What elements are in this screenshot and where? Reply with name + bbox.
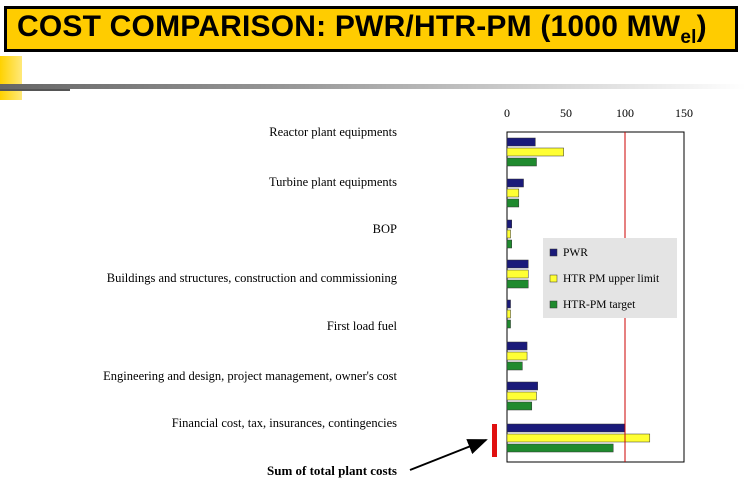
category-label: Turbine plant equipments <box>268 175 397 189</box>
bar-htr-pm-target <box>506 361 523 371</box>
bar-htr-pm-target <box>506 443 614 453</box>
arrow-to-sum <box>409 439 488 471</box>
bar-htr-pm-target <box>506 401 533 411</box>
bar-pwr <box>506 219 512 229</box>
category-label: BOP <box>372 222 397 236</box>
bar-htr-pm-upper-limit <box>506 433 651 443</box>
bar-pwr <box>506 259 529 269</box>
sum-marker <box>492 424 497 457</box>
bar-htr-pm-upper-limit <box>506 147 564 157</box>
bar-htr-pm-upper-limit <box>506 351 528 361</box>
x-tick-label: 50 <box>560 106 572 120</box>
bar-pwr <box>506 381 538 391</box>
bar-htr-pm-upper-limit <box>506 229 511 239</box>
bar-htr-pm-target <box>506 198 520 208</box>
bar-pwr <box>506 341 528 351</box>
title-banner: COST COMPARISON: PWR/HTR-PM (1000 MWel) <box>4 6 738 52</box>
legend-label: PWR <box>563 247 588 259</box>
bar-htr-pm-upper-limit <box>506 391 537 401</box>
bar-htr-pm-target <box>506 319 511 329</box>
legend-swatch <box>549 300 558 309</box>
bar-pwr <box>506 137 536 147</box>
legend-swatch <box>549 274 558 283</box>
bar-pwr <box>506 299 511 309</box>
x-tick-label: 150 <box>675 106 693 120</box>
category-label: Engineering and design, project manageme… <box>103 369 397 383</box>
title-main: COST COMPARISON: PWR/HTR-PM (1000 MW <box>17 9 681 43</box>
sum-label: Sum of total plant costs <box>266 463 397 478</box>
x-tick-label: 0 <box>504 106 510 120</box>
legend-label: HTR PM upper limit <box>563 273 660 285</box>
divider-line <box>0 84 746 89</box>
bar-htr-pm-target <box>506 279 529 289</box>
category-label: First load fuel <box>326 319 397 333</box>
category-label: Buildings and structures, construction a… <box>106 271 397 285</box>
bar-pwr <box>506 423 626 433</box>
title-close: ) <box>696 9 707 43</box>
category-label: Reactor plant equipments <box>269 125 397 139</box>
category-label: Financial cost, tax, insurances, conting… <box>171 416 397 430</box>
bar-htr-pm-target <box>506 157 537 167</box>
legend-box <box>543 238 677 318</box>
title-subscript: el <box>680 26 697 48</box>
legend-swatch <box>549 248 558 257</box>
bar-htr-pm-upper-limit <box>506 269 529 279</box>
bar-pwr <box>506 178 524 188</box>
bar-htr-pm-target <box>506 239 512 249</box>
legend-label: HTR-PM target <box>563 299 636 311</box>
page-title: COST COMPARISON: PWR/HTR-PM (1000 MWel) <box>17 10 707 49</box>
divider-line-accent <box>0 89 70 91</box>
x-tick-label: 100 <box>616 106 634 120</box>
bar-htr-pm-upper-limit <box>506 309 511 319</box>
bar-htr-pm-upper-limit <box>506 188 520 198</box>
